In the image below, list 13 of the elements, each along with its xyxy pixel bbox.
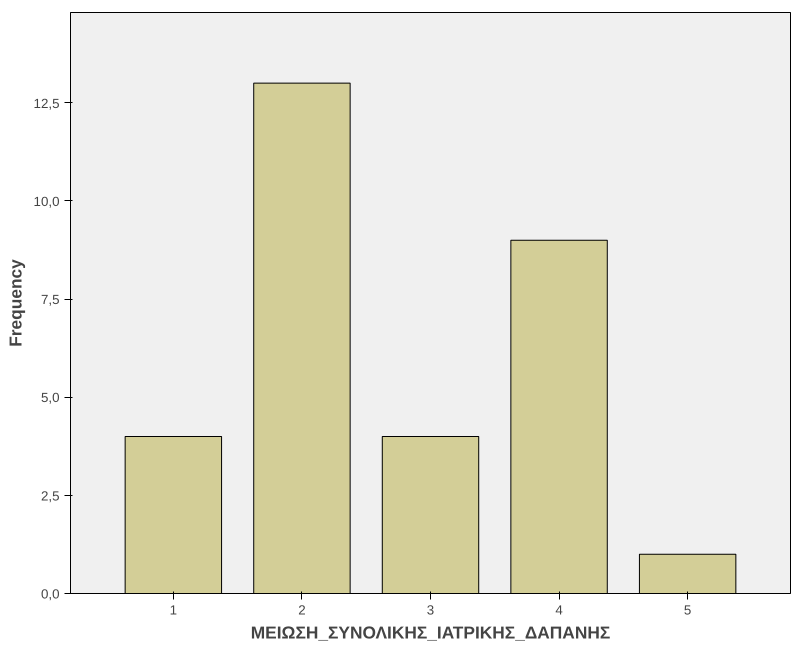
y-tick-label: 0,0 bbox=[40, 586, 60, 602]
y-axis-title: Frequency bbox=[6, 258, 26, 347]
x-tick-label: 1 bbox=[170, 602, 178, 618]
y-tick-label: 7,5 bbox=[40, 292, 60, 308]
y-tick-label: 12,5 bbox=[34, 96, 60, 111]
y-tick-label: 10,0 bbox=[34, 194, 60, 209]
y-tick-label: 5,0 bbox=[40, 390, 60, 406]
x-tick-label: 5 bbox=[684, 602, 692, 618]
x-tick-label: 2 bbox=[298, 602, 306, 618]
x-axis-title: ΜΕΙΩΣΗ_ΣΥΝΟΛΙΚΗΣ_ΙΑΤΡΙΚΗΣ_ΔΑΠΑΝΗΣ bbox=[250, 622, 610, 642]
x-tick-label: 4 bbox=[555, 602, 564, 618]
x-tick-label: 3 bbox=[426, 602, 434, 618]
y-tick-label: 2,5 bbox=[40, 488, 60, 504]
